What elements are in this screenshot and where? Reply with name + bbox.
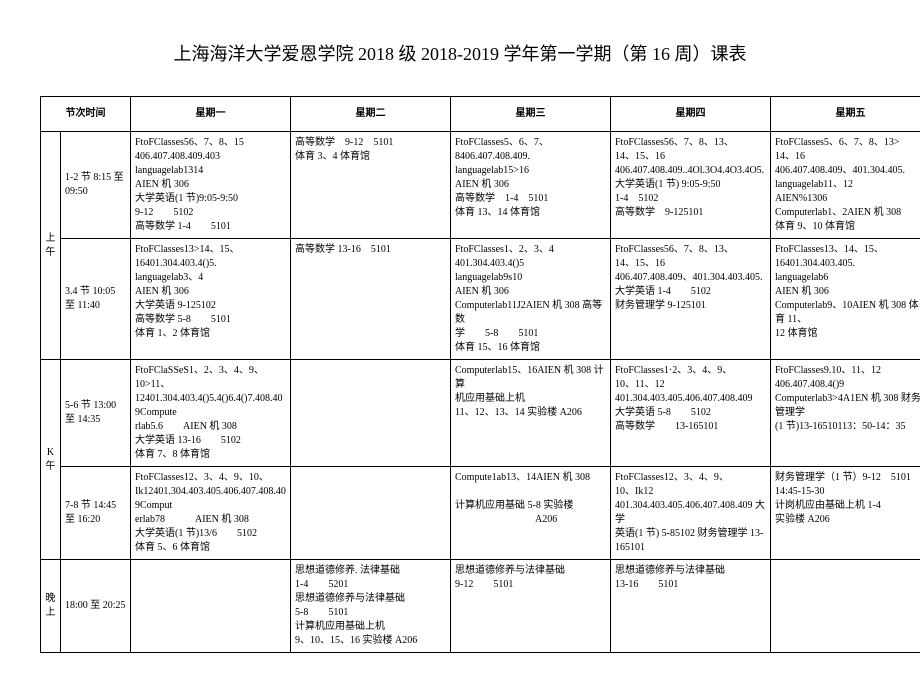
cell: FtoFClasses56、7、8、15406.407.408.409.403l… xyxy=(131,132,291,239)
header-wed: 星期三 xyxy=(451,97,611,132)
cell: FtoFClasses13、14、15、16401.304.403.405.la… xyxy=(771,239,920,360)
cell: FtoFClasses9.10、11、12406.407.408.4()9Com… xyxy=(771,360,920,467)
cell: Compute1ab13、14AIEN 机 308计算机应用基础 5-8 实验楼… xyxy=(451,467,611,560)
session-evening: 晚上 xyxy=(41,560,61,653)
cell: FtoFClasses5、6、7、8406.407.408.409.langua… xyxy=(451,132,611,239)
cell xyxy=(131,560,291,653)
header-row: 节次时间 星期一 星期二 星期三 星期四 星期五 xyxy=(41,97,920,132)
page-title: 上海海洋大学爱恩学院 2018 级 2018-2019 学年第一学期（第 16 … xyxy=(40,40,880,66)
header-period-time: 节次时间 xyxy=(41,97,131,132)
cell: 思想道德修养. 法律基础1-4 5201思想道德修养与法律基础5-8 5101计… xyxy=(291,560,451,653)
time-1-2: 1-2 节 8:15 至 09:50 xyxy=(61,132,131,239)
cell: FtoFClasses5、6、7、8、13>14、16406.407.408.4… xyxy=(771,132,920,239)
timetable: 节次时间 星期一 星期二 星期三 星期四 星期五 上午 1-2 节 8:15 至… xyxy=(40,96,920,653)
row-period-1-2: 上午 1-2 节 8:15 至 09:50 FtoFClasses56、7、8、… xyxy=(41,132,920,239)
cell: FtoFClaSSeS1、2、3、4、9、10>11、12401.304.403… xyxy=(131,360,291,467)
cell xyxy=(291,360,451,467)
time-3-4: 3.4 节 10:05 至 11:40 xyxy=(61,239,131,360)
cell: Computerlab15、16AIEN 机 308 计算机应用基础上机11、1… xyxy=(451,360,611,467)
time-7-8: 7-8 节 14:45 至 16:20 xyxy=(61,467,131,560)
header-tue: 星期二 xyxy=(291,97,451,132)
time-5-6: 5-6 节 13:00 至 14:35 xyxy=(61,360,131,467)
cell: 思想道德修养与法律基础13-16 5101 xyxy=(611,560,771,653)
cell: FtoFClasses12、3、4、9、10、Ik12401.304.403.4… xyxy=(131,467,291,560)
cell: 高等数学 13-16 5101 xyxy=(291,239,451,360)
cell: 高等数学 9-12 5101体育 3、4 体育馆 xyxy=(291,132,451,239)
row-period-7-8: 7-8 节 14:45 至 16:20 FtoFClasses12、3、4、9、… xyxy=(41,467,920,560)
cell: FtoFClasses56、7、8、13、14、15、16406.407.408… xyxy=(611,239,771,360)
session-morning: 上午 xyxy=(41,132,61,360)
cell: FtoFClasses1·2、3、4、9、10、11、12401.304.403… xyxy=(611,360,771,467)
time-evening: 18:00 至 20:25 xyxy=(61,560,131,653)
header-mon: 星期一 xyxy=(131,97,291,132)
cell xyxy=(771,560,920,653)
cell: FtoFClasses56、7、8、13、14、15、16406.407.408… xyxy=(611,132,771,239)
session-afternoon: K午 xyxy=(41,360,61,560)
row-period-3-4: 3.4 节 10:05 至 11:40 FtoFClasses13>14、15、… xyxy=(41,239,920,360)
header-fri: 星期五 xyxy=(771,97,920,132)
row-period-5-6: K午 5-6 节 13:00 至 14:35 FtoFClaSSeS1、2、3、… xyxy=(41,360,920,467)
header-thu: 星期四 xyxy=(611,97,771,132)
cell: 财务管理学（1 节）9-12 510114:45-15-30计岗机应由基础上机 … xyxy=(771,467,920,560)
row-evening: 晚上 18:00 至 20:25 思想道德修养. 法律基础1-4 5201思想道… xyxy=(41,560,920,653)
cell: FtoFClasses1、2、3、4401.304.403.4()5langua… xyxy=(451,239,611,360)
cell xyxy=(291,467,451,560)
cell: FtoFClasses13>14、15、16401.304.403.4()5.l… xyxy=(131,239,291,360)
cell: 思想道德修养与法律基础9-12 5101 xyxy=(451,560,611,653)
cell: FtoFClasses12、3、4、9、10、Ik12401.304.403.4… xyxy=(611,467,771,560)
